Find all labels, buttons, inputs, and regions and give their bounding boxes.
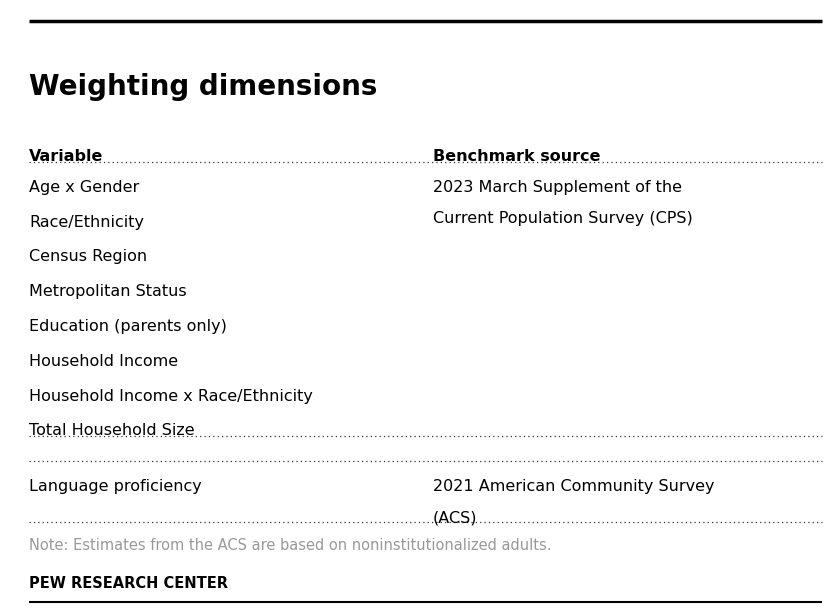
Text: Household Income: Household Income: [29, 354, 179, 369]
Text: Current Population Survey (CPS): Current Population Survey (CPS): [433, 211, 692, 226]
Text: Race/Ethnicity: Race/Ethnicity: [29, 215, 144, 230]
Text: PEW RESEARCH CENTER: PEW RESEARCH CENTER: [29, 576, 228, 592]
Text: Note: Estimates from the ACS are based on noninstitutionalized adults.: Note: Estimates from the ACS are based o…: [29, 538, 552, 553]
Text: Education (parents only): Education (parents only): [29, 319, 228, 334]
Text: Benchmark source: Benchmark source: [433, 149, 600, 165]
Text: (ACS): (ACS): [433, 510, 477, 525]
Text: 2023 March Supplement of the: 2023 March Supplement of the: [433, 180, 681, 195]
Text: Weighting dimensions: Weighting dimensions: [29, 73, 378, 101]
Text: 2021 American Community Survey: 2021 American Community Survey: [433, 479, 714, 494]
Text: Language proficiency: Language proficiency: [29, 479, 202, 494]
Text: Age x Gender: Age x Gender: [29, 180, 139, 195]
Text: Total Household Size: Total Household Size: [29, 423, 195, 439]
Text: Variable: Variable: [29, 149, 104, 165]
Text: Metropolitan Status: Metropolitan Status: [29, 284, 187, 300]
Text: Census Region: Census Region: [29, 249, 148, 265]
Text: Household Income x Race/Ethnicity: Household Income x Race/Ethnicity: [29, 389, 313, 404]
